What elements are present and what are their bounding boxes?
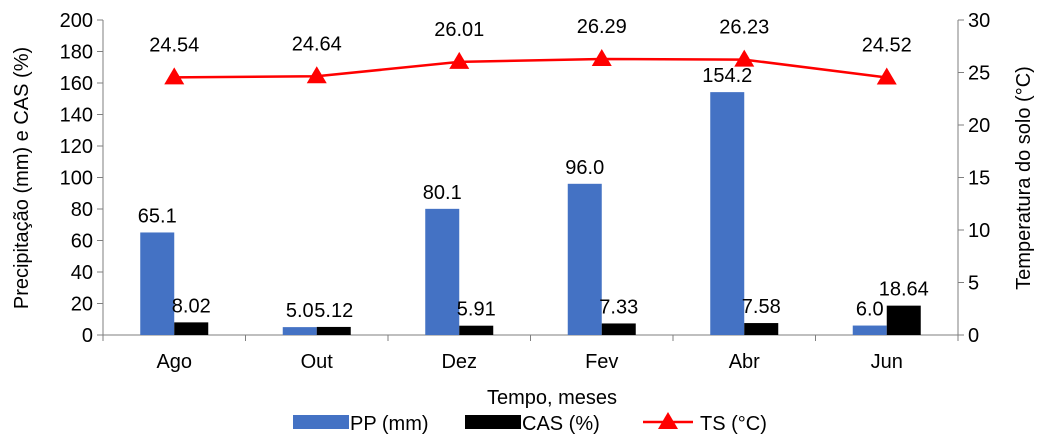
bar [140, 232, 175, 335]
y2-axis-title: Temperatura do solo (°C) [1013, 66, 1035, 290]
triangle-marker [876, 67, 897, 85]
y-axis-title: Precipitação (mm) e CAS (%) [11, 47, 33, 309]
axes: 0 20 40 60 80 100 120 140 160 180 200 0 5 10 15 20 25 30 A… [60, 10, 991, 373]
x-tick-label: Abr [729, 351, 760, 373]
bar-data-label: 80.1 [423, 182, 462, 204]
y2-tick-label: 10 [968, 220, 990, 242]
x-axis-title: Tempo, meses [487, 387, 617, 409]
y2-tick-label: 20 [968, 115, 990, 137]
legend-marker [658, 412, 678, 429]
y2-tick-label: 5 [968, 273, 979, 295]
legend-label: TS (°C) [700, 413, 767, 435]
bar [852, 325, 887, 335]
x-tick-label: Ago [156, 351, 192, 373]
y-tick-label: 20 [71, 294, 93, 316]
legend-label: PP (mm) [350, 413, 429, 435]
bar-data-label: 7.33 [599, 296, 638, 318]
bar [886, 305, 921, 335]
line-path [174, 57, 887, 79]
y2-tick-label: 25 [968, 63, 990, 85]
bar-data-label: 8.02 [172, 295, 211, 317]
bar [744, 323, 779, 335]
y-tick-label: 100 [60, 168, 93, 190]
bar-data-label: 7.58 [742, 296, 781, 318]
y2-tick-label: 0 [968, 325, 979, 347]
y-tick-label: 120 [60, 136, 93, 158]
bar [316, 326, 351, 335]
triangle-marker [164, 67, 185, 85]
x-tick-label: Out [301, 351, 334, 373]
y-tick-label: 160 [60, 73, 93, 95]
bar-data-label: 5.12 [314, 300, 353, 322]
bar-data-label: 5.0 [286, 300, 314, 322]
y-tick-label: 0 [82, 325, 93, 347]
bar [459, 325, 494, 335]
data-labels: 65.1 5.0 80.1 96.0 154.2 6.0 8.02 5.12 5.91 7.33 7… [138, 16, 929, 322]
y-tick-label: 80 [71, 199, 93, 221]
bar-data-label: 5.91 [457, 299, 496, 321]
legend-swatch [293, 415, 349, 429]
bar [174, 322, 209, 335]
bar-data-label: 96.0 [565, 157, 604, 179]
triangle-marker [591, 48, 612, 66]
bar-data-label: 6.0 [856, 299, 884, 321]
y-tick-label: 60 [71, 231, 93, 253]
line-data-label: 24.54 [149, 34, 199, 56]
bars [140, 92, 921, 335]
legend-label: CAS (%) [522, 413, 600, 435]
triangle-marker [306, 66, 327, 84]
legend-swatch [465, 415, 521, 429]
y-tick-label: 140 [60, 105, 93, 127]
triangle-marker [449, 51, 470, 69]
x-tick-label: Jun [871, 351, 903, 373]
y-tick-label: 200 [60, 10, 93, 32]
line-data-label: 24.52 [862, 35, 912, 57]
triangle-marker [734, 49, 755, 67]
line-series [164, 48, 897, 85]
bar [282, 327, 317, 335]
y2-tick-label: 30 [968, 10, 990, 32]
bar-data-label: 154.2 [702, 65, 752, 87]
bar [710, 92, 745, 335]
bar [601, 323, 636, 335]
bar [425, 208, 460, 335]
x-tick-label: Fev [585, 351, 618, 373]
x-tick-label: Dez [441, 351, 477, 373]
y2-tick-label: 15 [968, 168, 990, 190]
bar-data-label: 65.1 [138, 205, 177, 227]
y-tick-label: 40 [71, 262, 93, 284]
legend: PP (mm) CAS (%) TS (°C) [293, 412, 767, 435]
line-data-label: 26.01 [434, 19, 484, 41]
y-tick-label: 180 [60, 42, 93, 64]
bar-data-label: 18.64 [879, 279, 929, 301]
line-data-label: 24.64 [292, 33, 342, 55]
line-data-label: 26.23 [719, 17, 769, 39]
line-data-label: 26.29 [577, 16, 627, 38]
bar [567, 183, 602, 335]
